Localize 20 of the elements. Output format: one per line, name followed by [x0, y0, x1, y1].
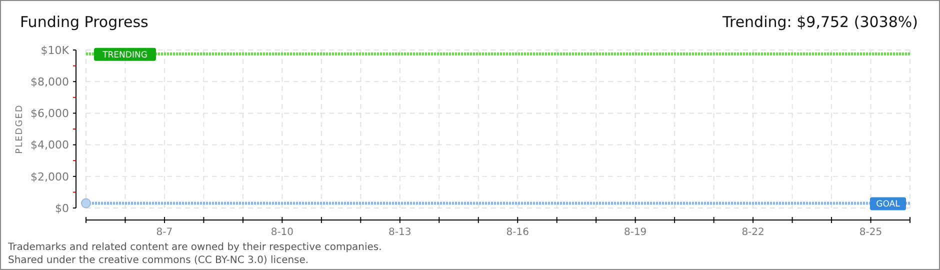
ref-line-label: TRENDING	[102, 50, 148, 60]
ref-line-label: GOAL	[876, 200, 900, 210]
x-tick-label: 8-10	[270, 227, 294, 238]
x-tick-label: 8-16	[506, 227, 529, 238]
x-tick-label: 8-19	[624, 227, 647, 238]
y-tick-label: $8,000	[30, 75, 69, 88]
y-tick-label: $10K	[40, 44, 70, 57]
y-axis-title: PLEDGED	[15, 104, 25, 154]
text: Trademarks and related content are owned by their respective companies.	[7, 242, 382, 253]
x-tick-label: 8-13	[388, 227, 412, 238]
x-tick-label: 8-7	[156, 227, 173, 238]
text: Shared under the creative commons (CC BY-NC 3.0) license.	[8, 255, 309, 266]
y-tick-label: $0	[55, 202, 69, 215]
y-tick-label: $2,000	[30, 170, 69, 184]
y-tick-label: $6,000	[30, 107, 69, 120]
chart-title: Funding Progress	[20, 13, 149, 31]
x-tick-label: 8-25	[859, 227, 882, 238]
x-tick-label: 8-22	[742, 227, 764, 238]
chart-subtitle: Trending: $9,752 (3038%)	[722, 13, 918, 31]
y-tick-label: $4,000	[30, 138, 69, 152]
